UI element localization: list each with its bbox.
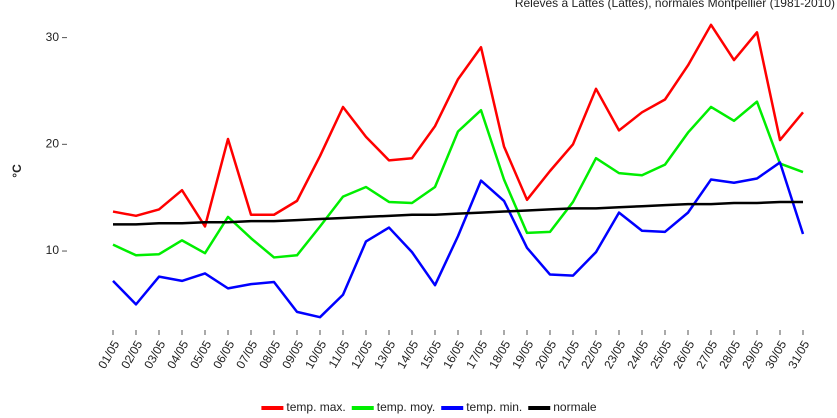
y-tick-label: 30 [46,30,60,44]
legend-label: normale [553,400,597,414]
legend-label: temp. moy. [377,400,435,414]
series-line [112,23,804,228]
legend-label: temp. max. [286,400,345,414]
x-tick-label: 19/05 [509,338,536,371]
x-tick-label: 01/05 [95,338,122,371]
series-line [113,200,803,226]
x-tick-label: 22/05 [578,338,605,371]
x-tick-label: 21/05 [555,338,582,371]
x-tick-label: 07/05 [233,338,260,371]
x-tick-label: 12/05 [348,338,375,371]
x-tick-label: 11/05 [326,338,353,371]
x-tick-label: 09/05 [279,338,306,371]
x-tick-label: 17/05 [463,338,490,371]
x-tick-label: 25/05 [647,338,674,371]
x-tick-label: 27/05 [693,338,720,371]
x-tick-label: 18/05 [486,338,513,371]
x-tick-label: 10/05 [302,338,329,371]
series-line [112,161,805,319]
x-tick-label: 26/05 [670,338,697,371]
x-tick-label: 23/05 [601,338,628,371]
y-axis-label: °C [10,164,24,178]
x-tick-label: 29/05 [739,338,766,371]
legend-label: temp. min. [466,400,522,414]
y-tick-label: 10 [46,243,60,257]
x-tick-label: 15/05 [417,338,444,371]
x-tick-label: 20/05 [532,338,559,371]
plot-area [67,12,837,330]
x-tick-label: 13/05 [371,338,398,371]
x-tick-label: 14/05 [394,338,421,371]
x-tick-label: 08/05 [256,338,283,371]
x-tick-label: 05/05 [187,338,214,371]
x-tick-label: 03/05 [141,338,168,371]
chart-title: Relevés à Lattes (Lattes), normales Mont… [515,0,835,10]
x-tick-label: 31/05 [785,338,812,371]
y-tick-label: 20 [46,136,60,150]
x-tick-label: 24/05 [624,338,651,371]
x-tick-label: 06/05 [210,338,237,371]
legend: temp. max. temp. moy. temp. min. normale [261,400,597,414]
x-tick-label: 02/05 [118,338,145,371]
x-tick-label: 04/05 [164,338,191,371]
x-tick-label: 30/05 [762,338,789,371]
series-line [112,100,804,259]
x-tick-label: 28/05 [716,338,743,371]
x-tick-label: 16/05 [440,338,467,371]
